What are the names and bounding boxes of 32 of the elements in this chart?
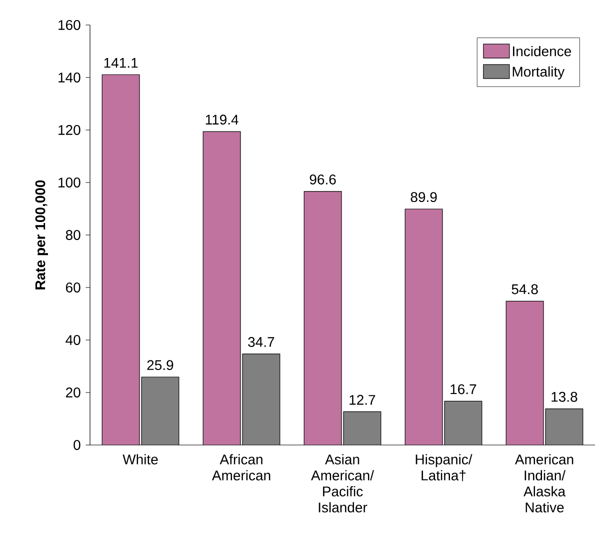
data-label: 96.6 — [310, 174, 336, 184]
data-label: 12.7 — [350, 394, 376, 405]
y-tick-label: 60 — [66, 282, 80, 292]
data-label: 25.9 — [147, 360, 174, 370]
legend-label: Mortality — [512, 66, 565, 80]
y-tick-label: 100 — [58, 178, 80, 188]
legend-label: Incidence — [513, 46, 572, 56]
y-tick-label: 0 — [74, 440, 80, 450]
y-tick-label: 40 — [66, 335, 80, 345]
y-tick-label: 120 — [58, 125, 80, 135]
data-label: 141.1 — [104, 58, 138, 68]
bar — [545, 408, 584, 445]
bar — [242, 354, 280, 445]
bar — [142, 377, 179, 445]
x-tick-label: Hispanic/ Latina† — [416, 454, 472, 482]
data-label: 13.8 — [552, 392, 578, 402]
data-label: 34.7 — [248, 337, 274, 347]
y-tick-label: 80 — [66, 230, 80, 240]
x-tick-label: American Indian/ Alaska Native — [514, 454, 574, 512]
y-tick-label: 20 — [66, 388, 80, 398]
y-tick-label: 140 — [58, 72, 80, 82]
y-tick-label: 160 — [58, 20, 80, 30]
x-tick-label: White — [122, 454, 158, 464]
x-tick-label: African American — [212, 454, 270, 480]
data-label: 89.9 — [410, 192, 437, 202]
bar — [344, 412, 381, 445]
data-label: 119.4 — [206, 114, 238, 125]
bar — [444, 401, 482, 445]
y-axis-title: Rate per 100,000 — [35, 180, 48, 290]
data-label: 16.7 — [450, 384, 476, 394]
x-tick-label: Asian American/ Pacific Islander — [311, 454, 374, 512]
data-label: 54.8 — [512, 284, 538, 294]
